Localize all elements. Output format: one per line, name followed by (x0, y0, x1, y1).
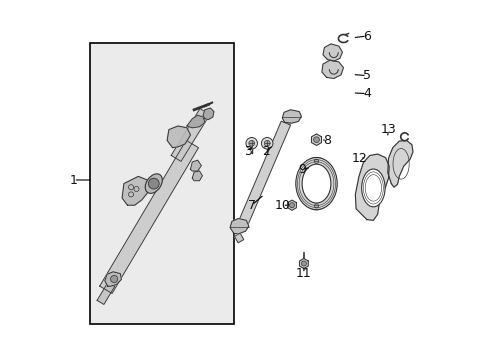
Polygon shape (192, 171, 202, 181)
Polygon shape (171, 109, 209, 161)
Polygon shape (122, 176, 149, 205)
Polygon shape (190, 160, 201, 171)
Text: 10: 10 (274, 199, 290, 212)
Polygon shape (186, 115, 204, 128)
Text: 1: 1 (69, 174, 77, 186)
Circle shape (314, 204, 318, 208)
Polygon shape (236, 121, 290, 230)
Polygon shape (203, 108, 213, 120)
Ellipse shape (295, 158, 337, 210)
Polygon shape (104, 272, 121, 286)
Text: 4: 4 (362, 87, 370, 100)
Polygon shape (230, 219, 248, 234)
Bar (89, 43, 233, 324)
Polygon shape (321, 60, 343, 78)
Circle shape (110, 275, 118, 283)
Polygon shape (299, 258, 307, 269)
Ellipse shape (145, 174, 162, 193)
Polygon shape (167, 126, 190, 148)
Text: 3: 3 (244, 145, 251, 158)
Polygon shape (287, 200, 296, 210)
Text: 2: 2 (262, 145, 269, 158)
Text: 8: 8 (323, 134, 331, 147)
Text: 5: 5 (362, 69, 370, 82)
Circle shape (314, 159, 318, 163)
Polygon shape (284, 115, 292, 124)
Polygon shape (311, 134, 321, 145)
Circle shape (245, 138, 257, 149)
Polygon shape (97, 282, 115, 305)
Text: 6: 6 (362, 30, 370, 42)
Circle shape (301, 261, 306, 266)
Text: 12: 12 (351, 152, 367, 165)
Ellipse shape (309, 157, 323, 165)
Circle shape (148, 178, 159, 189)
Circle shape (313, 137, 319, 143)
Polygon shape (355, 154, 388, 220)
Polygon shape (322, 44, 342, 61)
Polygon shape (234, 233, 243, 243)
Text: 13: 13 (380, 123, 396, 136)
Circle shape (264, 140, 269, 146)
Circle shape (289, 203, 294, 208)
Text: 9: 9 (298, 163, 305, 176)
Circle shape (261, 138, 272, 149)
Polygon shape (100, 140, 198, 293)
Ellipse shape (309, 202, 323, 210)
Polygon shape (387, 140, 412, 187)
Polygon shape (282, 110, 301, 123)
Circle shape (248, 140, 254, 146)
Ellipse shape (361, 169, 384, 207)
Text: 7: 7 (247, 199, 255, 212)
Ellipse shape (302, 164, 330, 203)
Text: 11: 11 (295, 267, 311, 280)
